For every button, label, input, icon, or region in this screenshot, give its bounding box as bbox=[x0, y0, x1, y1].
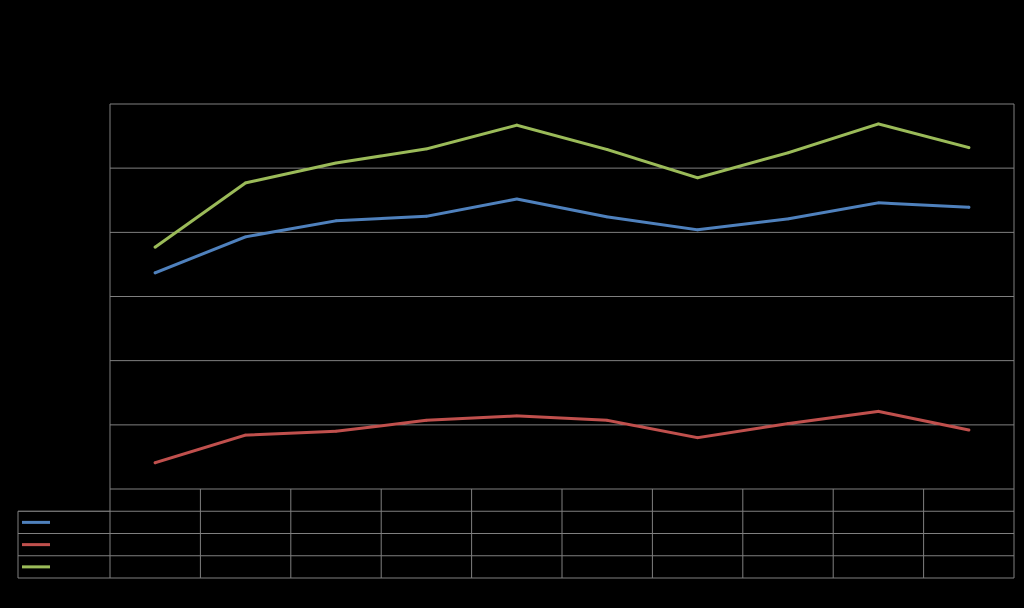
series-lines bbox=[153, 122, 971, 465]
series-3-line bbox=[153, 122, 971, 249]
series-1-point bbox=[876, 201, 880, 205]
series-1-point bbox=[696, 228, 700, 232]
series-3-point bbox=[334, 161, 338, 165]
series-1-point bbox=[244, 235, 248, 239]
series-1-point bbox=[515, 197, 519, 201]
series-2-point bbox=[786, 422, 790, 426]
series-1-point bbox=[334, 219, 338, 223]
series-3-point bbox=[515, 123, 519, 127]
gridlines bbox=[109, 103, 1015, 578]
series-1-point bbox=[424, 214, 428, 218]
series-1-point bbox=[967, 205, 971, 209]
series-1-point bbox=[605, 215, 609, 219]
series-2-point bbox=[515, 414, 519, 418]
series-2-point bbox=[696, 436, 700, 440]
series-3-point bbox=[696, 176, 700, 180]
series-3-point bbox=[153, 245, 157, 249]
series-2-point bbox=[605, 418, 609, 422]
series-2-point bbox=[424, 418, 428, 422]
series-3-point bbox=[786, 151, 790, 155]
series-2-point bbox=[153, 461, 157, 465]
series-1-point bbox=[153, 271, 157, 275]
series-2-point bbox=[244, 433, 248, 437]
series-3-point bbox=[424, 147, 428, 151]
data-table bbox=[17, 489, 1014, 579]
series-2-point bbox=[876, 409, 880, 413]
series-3-point bbox=[244, 181, 248, 185]
series-2-point bbox=[334, 429, 338, 433]
series-2-point bbox=[967, 428, 971, 432]
series-1-line bbox=[153, 197, 971, 275]
series-3-point bbox=[605, 148, 609, 152]
series-1-point bbox=[786, 217, 790, 221]
series-2-line bbox=[153, 409, 971, 465]
series-3-point bbox=[967, 146, 971, 150]
series-3-point bbox=[876, 122, 880, 126]
